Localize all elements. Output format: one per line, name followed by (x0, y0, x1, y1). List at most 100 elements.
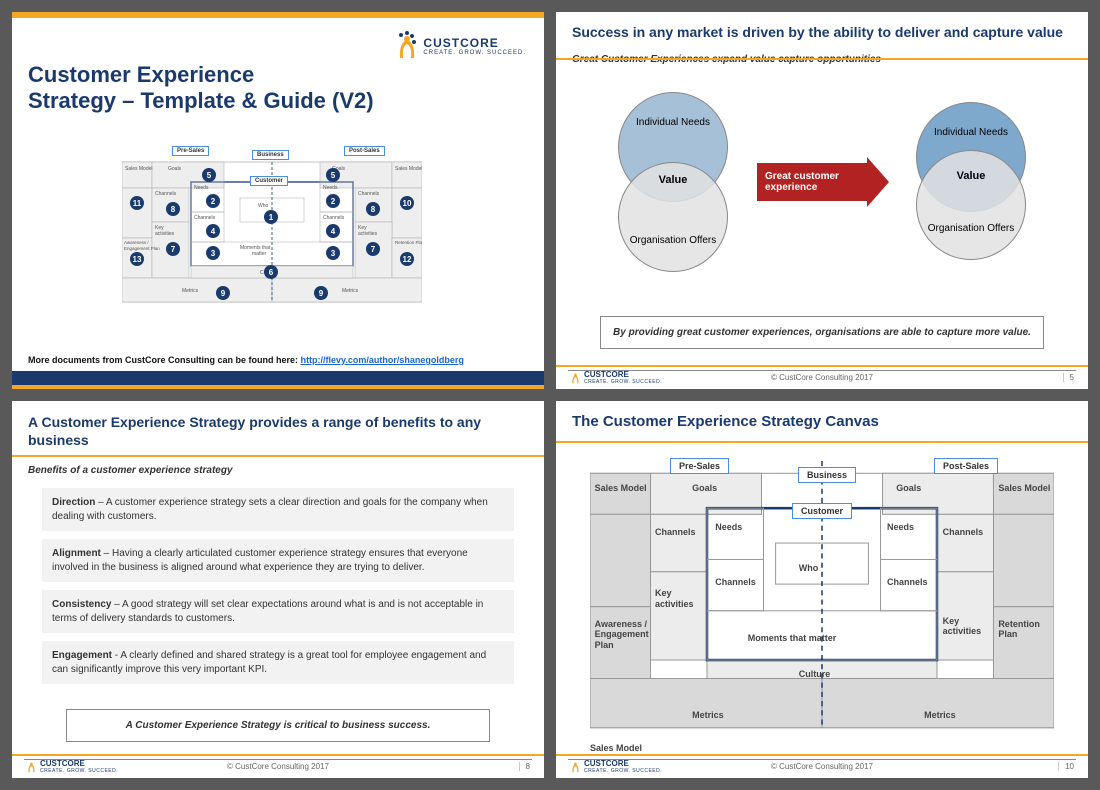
canvas-label: Needs (715, 522, 742, 532)
canvas-label: Key activities (655, 588, 695, 609)
canvas-label: Channels (943, 527, 984, 537)
svg-text:matter: matter (252, 251, 267, 257)
slide-4-canvas: The Customer Experience Strategy Canvas (556, 401, 1088, 778)
num-4a: 4 (206, 224, 220, 238)
svg-text:Retention Plan: Retention Plan (395, 240, 422, 245)
svg-text:Channels: Channels (358, 191, 380, 197)
logo-icon (395, 30, 417, 62)
lbl-salesmodel-l: Sales Model (590, 743, 642, 753)
canvas-label: Channels (655, 527, 696, 537)
slide2-footer: CUSTCORECREATE. GROW. SUCCEED. © CustCor… (556, 370, 1088, 385)
svg-text:Awareness /: Awareness / (124, 240, 149, 245)
footer-copyright: © CustCore Consulting 2017 (556, 373, 1088, 382)
svg-text:Needs: Needs (323, 185, 338, 191)
link-prefix: More documents from CustCore Consulting … (28, 355, 301, 365)
brand-tagline: CREATE. GROW. SUCCEED. (423, 50, 526, 56)
num-8a: 8 (166, 202, 180, 216)
num-1: 1 (264, 210, 278, 224)
num-5a: 5 (202, 168, 216, 182)
canvas-label: Key activities (943, 616, 983, 637)
divider-yellow (556, 441, 1088, 443)
arrow-great-cx: Great customer experience (757, 163, 867, 201)
slide3-subtitle: Benefits of a customer experience strate… (12, 463, 544, 480)
num-4b: 4 (326, 224, 340, 238)
slide2-subtitle: Great Customer Experiences expand value … (556, 52, 1088, 69)
num-9a: 9 (216, 286, 230, 300)
footer-copyright: © CustCore Consulting 2017 (12, 762, 544, 771)
svg-text:Needs: Needs (194, 185, 209, 191)
venn-bottom-label: Organisation Offers (630, 235, 717, 247)
canvas-label: Who (799, 563, 819, 573)
venn-container: Individual Needs Organisation Offers Val… (556, 92, 1088, 272)
slide-2-value: Success in any market is driven by the a… (556, 12, 1088, 389)
divider-yellow (12, 455, 544, 457)
svg-text:Metrics: Metrics (182, 288, 199, 294)
num-7b: 7 (366, 242, 380, 256)
slide1-title-line1: Customer Experience (28, 62, 528, 88)
svg-text:Engagement Plan: Engagement Plan (124, 246, 160, 251)
slide1-link-line: More documents from CustCore Consulting … (28, 355, 464, 365)
footer-copyright: © CustCore Consulting 2017 (556, 762, 1088, 771)
canvas-label: Metrics (692, 710, 724, 720)
svg-text:activities: activities (155, 231, 175, 237)
venn-bottom-label-r: Organisation Offers (928, 223, 1015, 235)
brand-logo: CUSTCORE CREATE. GROW. SUCCEED. (395, 30, 526, 62)
svg-text:Who: Who (258, 203, 269, 209)
slide3-callout: A Customer Experience Strategy is critic… (66, 709, 490, 742)
benefit-item: Engagement - A clearly defined and share… (42, 641, 514, 684)
svg-text:Channels: Channels (194, 215, 216, 221)
accent-bar (12, 12, 544, 18)
flevy-link[interactable]: http://flevy.com/author/shanegoldberg (301, 355, 464, 365)
num-9b: 9 (314, 286, 328, 300)
slide-3-benefits: A Customer Experience Strategy provides … (12, 401, 544, 778)
canvas-label: Retention Plan (998, 619, 1052, 640)
canvas-label: Sales Model (998, 483, 1050, 493)
svg-text:Sales Model: Sales Model (395, 166, 422, 172)
venn-right-value: Value (901, 170, 1041, 182)
num-5b: 5 (326, 168, 340, 182)
slide3-footer: CUSTCORECREATE. GROW. SUCCEED. © CustCor… (12, 759, 544, 774)
canvas-label: Channels (715, 577, 756, 587)
venn-right: Individual Needs Organisation Offers Val… (901, 92, 1041, 272)
benefit-item: Alignment – Having a clearly articulated… (42, 539, 514, 582)
venn-right-bottom: Organisation Offers (916, 150, 1026, 260)
canvas-labels: Sales ModelGoalsGoalsSales ModelChannels… (590, 461, 1054, 738)
blue-footer-bar (12, 371, 544, 385)
canvas-label: Awareness / Engagement Plan (595, 619, 649, 650)
canvas-label: Sales Model (595, 483, 647, 493)
tag-presales: Pre-Sales (172, 146, 209, 156)
divider-yellow (556, 58, 1088, 60)
num-12: 12 (400, 252, 414, 266)
num-10: 10 (400, 196, 414, 210)
num-3b: 3 (326, 246, 340, 260)
num-13: 13 (130, 252, 144, 266)
slide3-title: A Customer Experience Strategy provides … (12, 401, 544, 453)
num-2a: 2 (206, 194, 220, 208)
canvas-label: Goals (896, 483, 921, 493)
svg-text:activities: activities (358, 231, 378, 237)
slide-1-title: CUSTCORE CREATE. GROW. SUCCEED. Customer… (12, 12, 544, 389)
canvas-label: Needs (887, 522, 914, 532)
num-8b: 8 (366, 202, 380, 216)
svg-text:Metrics: Metrics (342, 288, 359, 294)
num-2b: 2 (326, 194, 340, 208)
svg-text:Sales Model: Sales Model (125, 166, 153, 172)
svg-text:Goals: Goals (168, 166, 182, 172)
num-6: 6 (264, 265, 278, 279)
tag-postsales: Post-Sales (344, 146, 385, 156)
slide2-title: Success in any market is driven by the a… (556, 12, 1088, 44)
footer-yellow (556, 754, 1088, 756)
benefit-item: Consistency – A good strategy will set c… (42, 590, 514, 633)
footer-yellow (556, 365, 1088, 367)
footer-yellow (12, 754, 544, 756)
venn-left: Individual Needs Organisation Offers Val… (603, 92, 743, 272)
slide2-callout: By providing great customer experiences,… (600, 316, 1044, 349)
venn-top-label: Individual Needs (636, 117, 710, 129)
arrow-label: Great customer experience (765, 171, 839, 193)
num-7a: 7 (166, 242, 180, 256)
canvas-label: Metrics (924, 710, 956, 720)
slide1-mini-canvas: Sales Model Goals Goals Sales Model Chan… (122, 152, 422, 312)
svg-text:Channels: Channels (155, 191, 177, 197)
slide4-footer: CUSTCORECREATE. GROW. SUCCEED. © CustCor… (556, 759, 1088, 774)
tag-business: Business (252, 150, 289, 160)
